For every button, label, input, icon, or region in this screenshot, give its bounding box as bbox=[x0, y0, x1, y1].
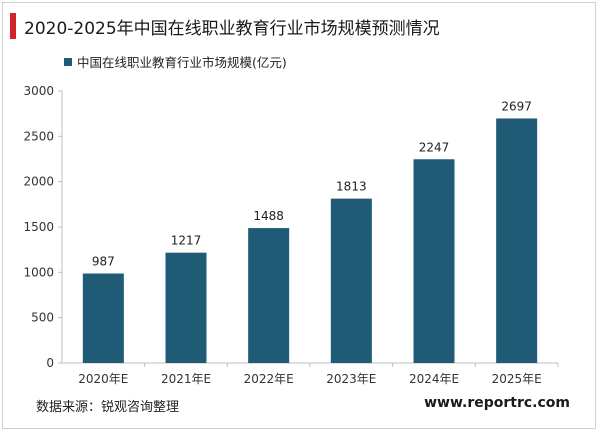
bar-value-label: 1217 bbox=[171, 234, 202, 248]
y-tick-label: 0 bbox=[46, 356, 54, 370]
site-url: www.reportrc.com bbox=[424, 395, 570, 411]
data-source: 数据来源：锐观咨询整理 bbox=[36, 400, 180, 415]
legend: 中国在线职业教育行业市场规模(亿元) bbox=[64, 52, 287, 71]
x-tick-label: 2025年E bbox=[492, 372, 542, 386]
bar-value-label: 2247 bbox=[419, 140, 450, 154]
x-tick-label: 2024年E bbox=[409, 372, 459, 386]
bar-value-label: 987 bbox=[92, 255, 115, 269]
x-tick-label: 2021年E bbox=[161, 372, 211, 386]
bar bbox=[496, 118, 538, 363]
y-tick-label: 2500 bbox=[23, 129, 54, 143]
y-tick-label: 3000 bbox=[23, 84, 54, 98]
title-accent-bar bbox=[10, 13, 16, 39]
y-tick-label: 500 bbox=[31, 311, 54, 325]
x-tick-label: 2022年E bbox=[244, 372, 294, 386]
y-tick-label: 2000 bbox=[23, 175, 54, 189]
bar-value-label: 2697 bbox=[501, 99, 532, 113]
y-tick-label: 1000 bbox=[23, 265, 54, 279]
legend-label: 中国在线职业教育行业市场规模(亿元) bbox=[77, 55, 287, 70]
x-tick-label: 2023年E bbox=[326, 372, 376, 386]
chart-frame bbox=[2, 2, 596, 429]
legend-swatch bbox=[64, 57, 72, 66]
bar-value-label: 1813 bbox=[336, 180, 367, 194]
bar bbox=[165, 252, 207, 363]
bar bbox=[413, 159, 455, 363]
title-row: 2020-2025年中国在线职业教育行业市场规模预测情况 bbox=[10, 12, 440, 40]
bar bbox=[330, 198, 372, 363]
bar bbox=[82, 273, 124, 363]
bar-value-label: 1488 bbox=[253, 209, 284, 223]
chart-title: 2020-2025年中国在线职业教育行业市场规模预测情况 bbox=[24, 18, 440, 39]
bar bbox=[248, 228, 290, 363]
y-tick-label: 1500 bbox=[23, 220, 54, 234]
x-tick-label: 2020年E bbox=[78, 372, 128, 386]
